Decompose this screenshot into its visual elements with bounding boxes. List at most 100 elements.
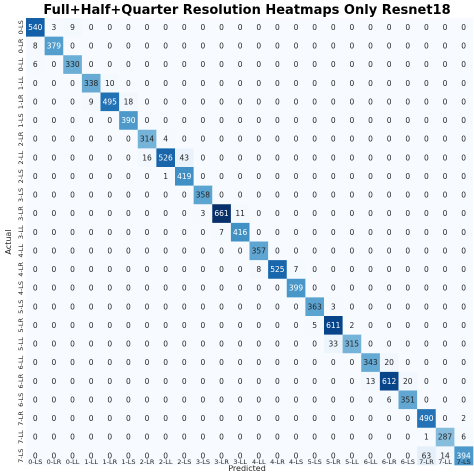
heatmap-cell [361,167,381,186]
cell-value: 0 [219,302,224,311]
cell-value: 0 [145,116,150,125]
heatmap-cell [212,73,232,93]
heatmap-cell [305,36,325,56]
heatmap-cell [63,129,83,149]
y-axis-label: Actual [4,229,13,254]
heatmap-cell [212,390,232,410]
cell-value: 0 [350,433,355,442]
heatmap-cell [379,36,399,56]
heatmap-cell [324,297,343,317]
cell-value: 0 [52,265,57,274]
heatmap-cell [361,222,381,242]
cell-value: 0 [182,191,187,200]
cell-value: 0 [312,135,317,144]
heatmap-cell [119,390,139,410]
cell-value: 0 [126,284,131,293]
cell-value: 0 [52,97,57,106]
cell-value: 0 [350,191,355,200]
cell-value: 0 [275,209,280,218]
cell-value: 0 [405,414,410,423]
cell-value: 0 [201,377,206,386]
heatmap-cell [175,36,194,56]
heatmap-cell [249,316,269,335]
cell-value: 0 [405,209,410,218]
cell-value: 0 [275,284,280,293]
cell-value: 0 [256,135,261,144]
heatmap-cell [398,446,418,466]
cell-value: 0 [163,451,168,460]
heatmap-cell [193,55,213,75]
cell-value: 13 [366,377,376,386]
cell-value: 0 [424,265,429,274]
heatmap-cell [100,390,120,410]
heatmap-cell [324,185,343,205]
heatmap-cell [212,36,232,56]
cell-value: 0 [350,79,355,88]
cell-value: 0 [256,228,261,237]
cell-value: 0 [461,191,466,200]
cell-value: 0 [405,42,410,51]
heatmap-cell [63,92,83,112]
cell-value: 351 [401,395,416,404]
cell-value: 0 [312,97,317,106]
heatmap-cell [212,427,232,447]
heatmap-cell [81,409,101,429]
cell-value: 0 [145,246,150,255]
cell-value: 0 [52,135,57,144]
heatmap-cell [63,167,83,186]
heatmap-cell [26,390,45,410]
y-tick-label: 7-LL [17,430,25,444]
heatmap-cell [268,334,288,354]
cell-value: 0 [126,42,131,51]
heatmap-cell [324,316,343,335]
cell-value: 0 [238,135,243,144]
y-tick-label: 2-LL [17,150,25,164]
heatmap-cell [324,129,343,149]
cell-value: 0 [70,302,75,311]
heatmap-cell [398,36,418,56]
heatmap-cell [249,260,269,280]
heatmap-cell [100,204,120,224]
cell-value: 0 [238,97,243,106]
cell-value: 0 [424,97,429,106]
y-tick-label: 4-LR [17,262,25,277]
heatmap-cell [286,92,306,112]
cell-value: 0 [163,116,168,125]
cell-value: 0 [256,414,261,423]
heatmap-cell [81,185,101,205]
cell-value: 0 [126,414,131,423]
heatmap-cell [26,260,45,280]
heatmap-cell [44,241,64,261]
heatmap-cell [398,353,418,373]
cell-value: 0 [294,60,299,69]
heatmap-cell [44,353,64,373]
heatmap-cell [81,111,101,131]
heatmap-cell [417,334,437,354]
heatmap-cell [81,222,101,242]
cell-value: 0 [70,97,75,106]
heatmap-cell [379,148,399,168]
heatmap-cell [137,316,157,335]
cell-value: 0 [163,60,168,69]
cell-value: 0 [52,302,57,311]
cell-value: 0 [350,60,355,69]
cell-value: 0 [368,321,373,330]
cell-value: 0 [107,451,112,460]
heatmap-cell [342,55,362,75]
heatmap-cell [249,185,269,205]
heatmap-cell [119,353,139,373]
cell-value: 0 [294,433,299,442]
cell-value: 0 [163,97,168,106]
heatmap-cell [212,204,232,224]
heatmap-cell [342,185,362,205]
heatmap-cell [361,73,381,93]
heatmap-cell [119,73,139,93]
cell-value: 3 [201,209,206,218]
x-tick-label: 6-LR [382,458,397,466]
cell-value: 0 [424,153,429,162]
y-tick-label: 0-LR [17,38,25,53]
heatmap-cell [156,278,176,298]
cell-value: 0 [331,414,336,423]
heatmap-cell [305,111,325,131]
cell-value: 0 [201,246,206,255]
